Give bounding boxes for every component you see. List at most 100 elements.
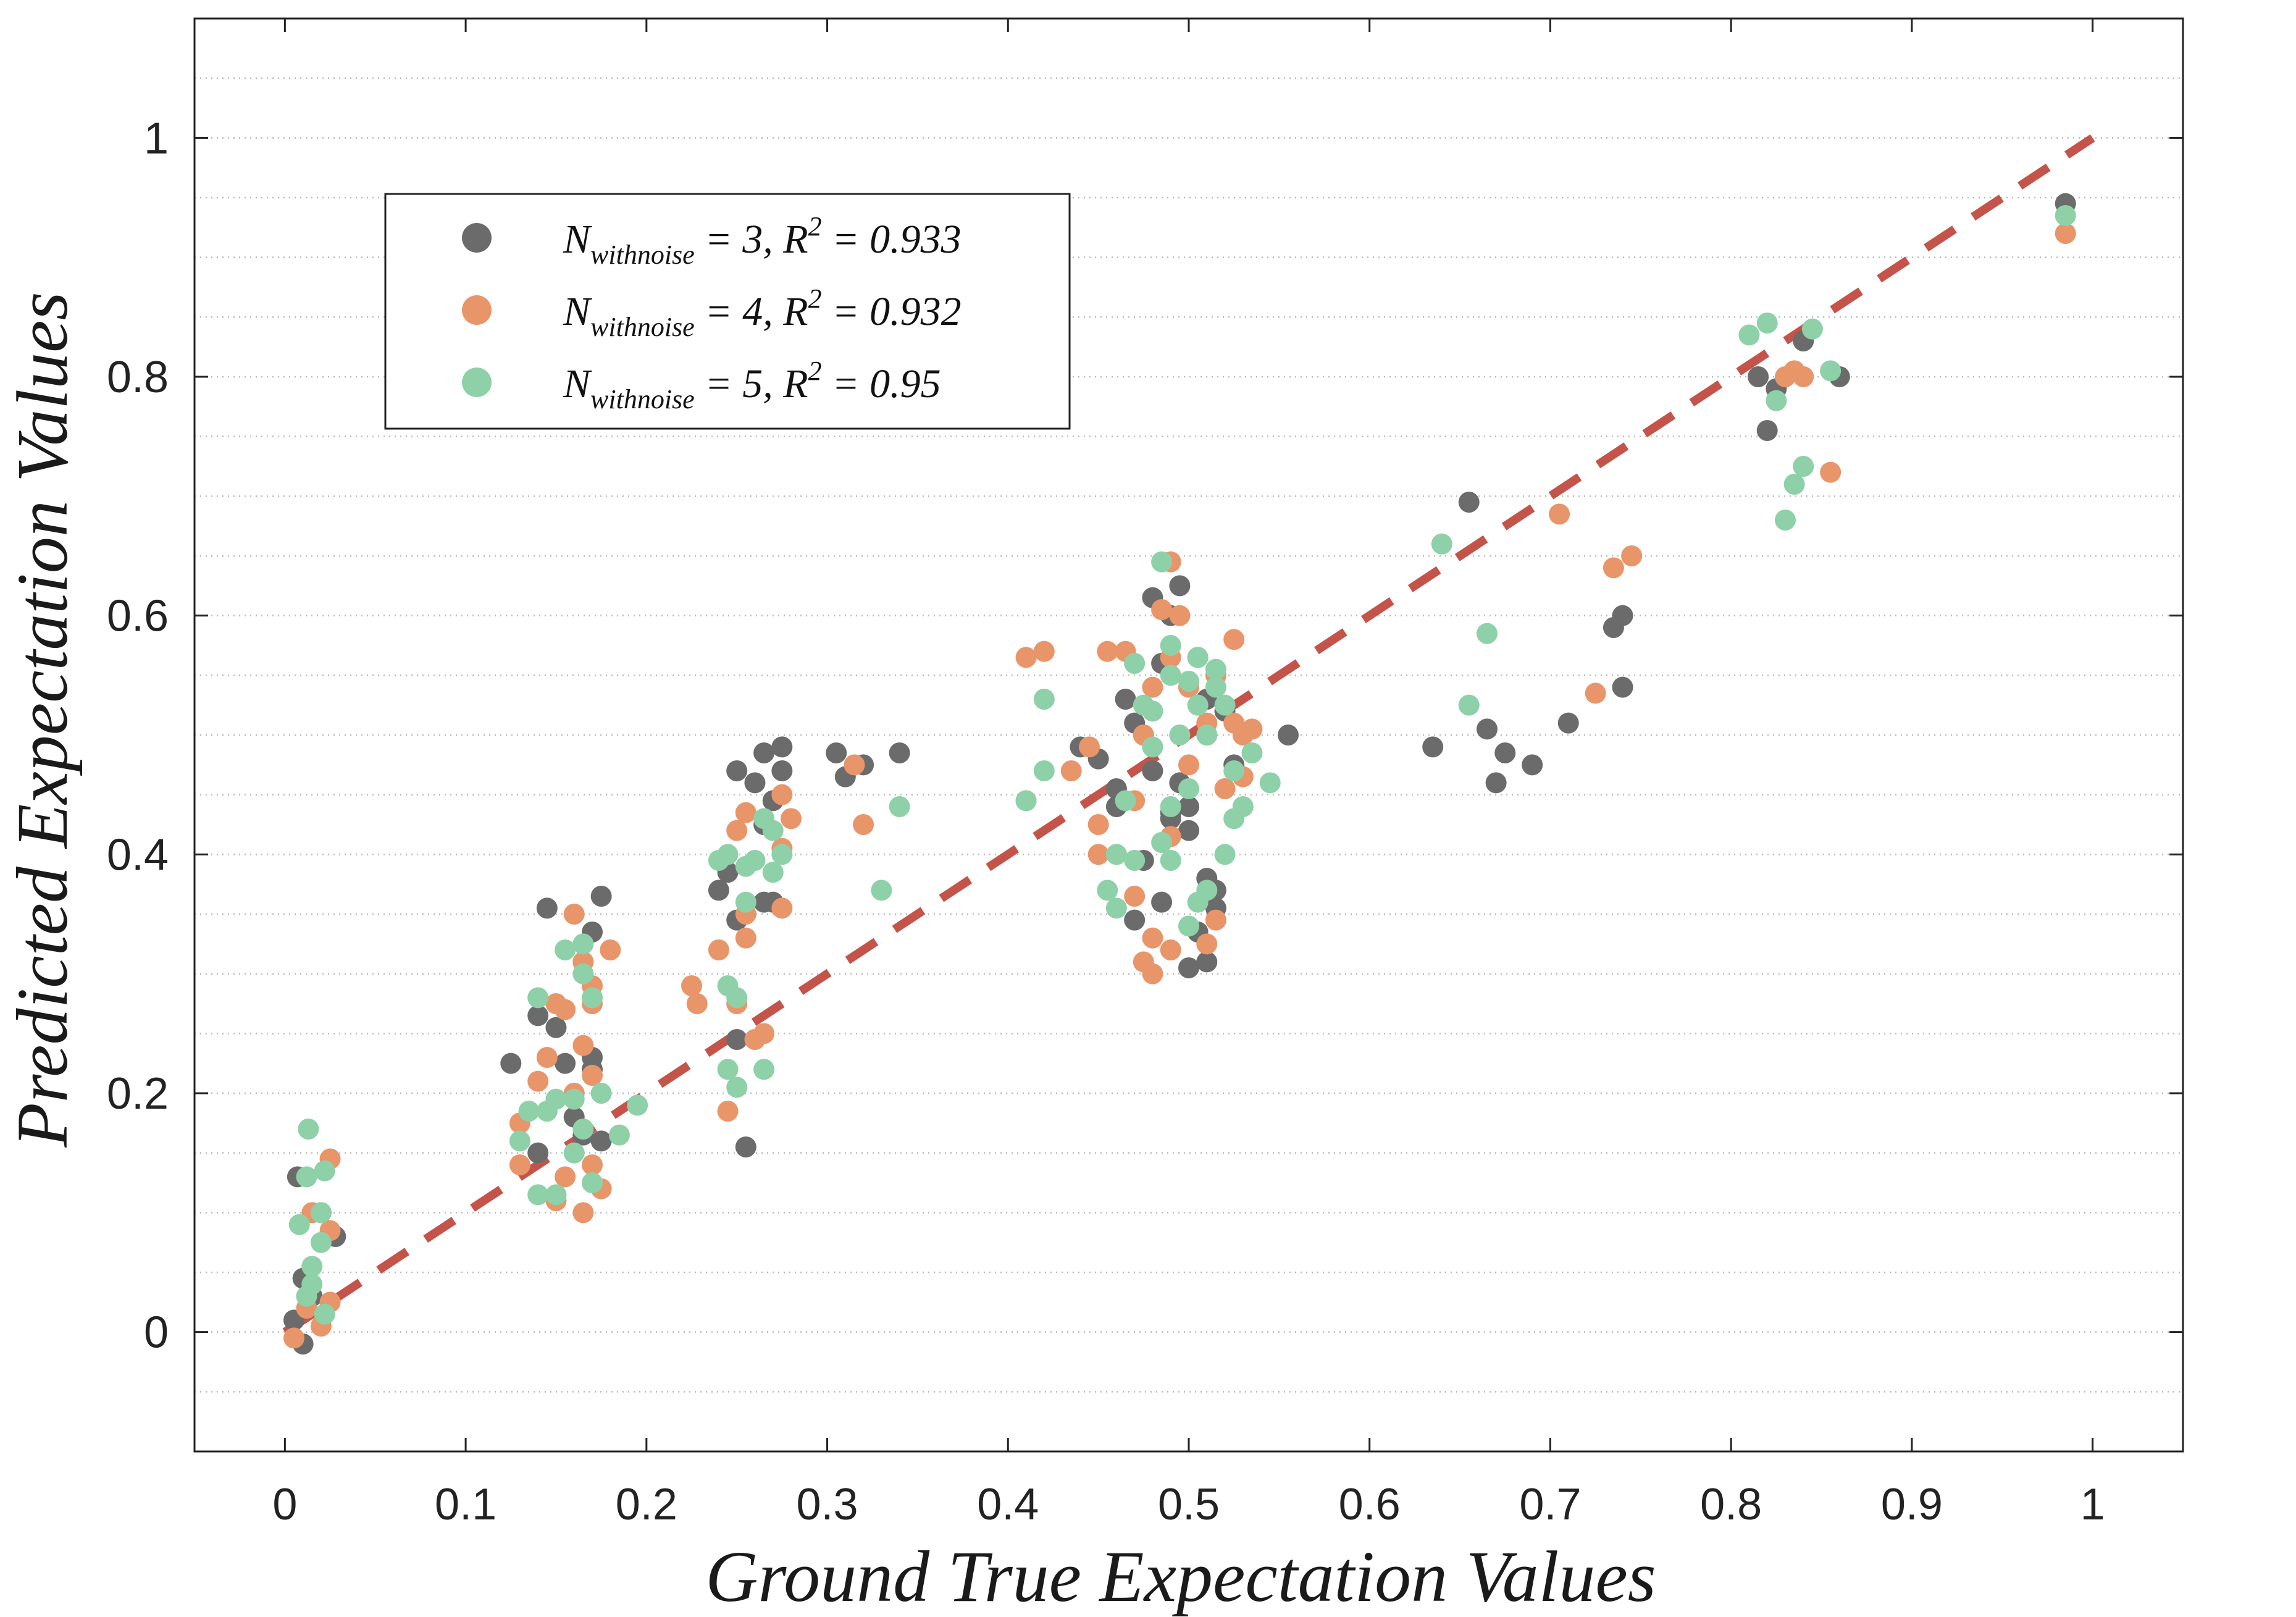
data-point-series-3: [1187, 694, 1209, 716]
data-point-series-2: [1603, 557, 1624, 579]
data-point-series-1: [536, 897, 558, 919]
legend-text-part: = 5, R: [695, 361, 808, 406]
data-point-series-1: [771, 760, 793, 781]
data-point-series-2: [1097, 640, 1118, 662]
data-point-series-2: [572, 1202, 594, 1224]
legend-text-part: withnoise: [590, 312, 695, 342]
data-point-series-1: [1178, 796, 1199, 817]
data-point-series-2: [1178, 754, 1199, 776]
data-point-series-3: [572, 963, 594, 985]
data-point-series-1: [1477, 718, 1498, 740]
data-point-series-3: [563, 1142, 585, 1164]
data-point-series-3: [298, 1119, 319, 1140]
data-point-series-2: [726, 820, 748, 841]
legend-text-part: N: [563, 361, 593, 406]
data-point-series-3: [310, 1202, 332, 1224]
data-point-series-2: [1060, 760, 1082, 781]
data-point-series-3: [1033, 760, 1055, 781]
data-points: [283, 193, 2076, 1354]
data-point-series-2: [555, 999, 576, 1020]
data-point-series-3: [563, 1088, 585, 1110]
data-point-series-1: [1142, 760, 1163, 781]
data-point-series-3: [627, 1094, 648, 1116]
x-tick-labels: 0 0.1 0.2 0.3 0.4 0.5 0.6 0.7 0.8 0.9 1: [272, 1480, 2105, 1529]
data-point-series-1: [1748, 366, 1769, 387]
data-point-series-2: [1142, 927, 1163, 949]
data-point-series-3: [1115, 790, 1136, 812]
y-tick-label: 0: [144, 1308, 169, 1358]
legend-text-part: N: [563, 289, 593, 334]
data-point-series-2: [582, 1065, 603, 1086]
data-point-series-3: [753, 1059, 775, 1080]
data-point-series-2: [600, 939, 621, 960]
data-point-series-3: [1259, 772, 1281, 794]
data-point-series-3: [1160, 796, 1181, 817]
data-point-series-1: [753, 742, 775, 763]
legend-text-part: 2: [808, 284, 822, 314]
x-tick-label: 0.1: [435, 1480, 496, 1529]
data-point-series-2: [527, 1070, 549, 1092]
y-axis-title: Predicted Expectation Values: [2, 292, 83, 1148]
x-axis-title: Ground True Expectation Values: [705, 1536, 1656, 1617]
data-point-series-3: [717, 844, 739, 865]
data-point-series-2: [1079, 736, 1100, 758]
data-point-series-1: [545, 1017, 567, 1038]
legend-label-series-3: Nwithnoise = 5, R2 = 0.95: [563, 356, 941, 414]
data-point-series-1: [1151, 891, 1173, 913]
data-point-series-3: [1241, 742, 1263, 763]
data-point-series-1: [527, 1005, 549, 1027]
data-point-series-1: [826, 742, 847, 763]
legend-text-part: = 0.933: [822, 217, 962, 262]
x-tick-label: 0.9: [1881, 1480, 1943, 1529]
data-point-series-1: [1169, 575, 1191, 597]
data-point-series-3: [590, 1083, 612, 1104]
data-point-series-3: [1160, 850, 1181, 871]
data-point-series-3: [1178, 915, 1199, 937]
data-point-series-3: [1105, 844, 1127, 865]
legend-text-part: 2: [808, 211, 822, 242]
data-point-series-1: [1557, 712, 1579, 734]
data-point-series-3: [1133, 694, 1154, 716]
data-point-series-3: [555, 939, 576, 960]
y-tick-label: 0.8: [107, 353, 169, 402]
data-point-series-3: [310, 1232, 332, 1253]
data-point-series-1: [527, 1142, 549, 1164]
data-point-series-1: [1612, 676, 1633, 698]
y-tick-label: 0.4: [107, 830, 169, 880]
data-point-series-3: [1151, 551, 1173, 573]
data-point-series-3: [572, 1119, 594, 1140]
x-tick-label: 0.7: [1519, 1480, 1581, 1529]
data-point-series-1: [1485, 772, 1507, 794]
data-point-series-3: [744, 850, 766, 871]
data-point-series-3: [871, 880, 892, 901]
data-point-series-2: [572, 1035, 594, 1056]
data-point-series-3: [296, 1166, 317, 1188]
data-point-series-3: [1820, 360, 1841, 382]
data-point-series-2: [1214, 778, 1236, 799]
data-point-series-3: [717, 1059, 739, 1080]
data-point-series-3: [1196, 724, 1218, 746]
data-point-series-3: [1033, 689, 1055, 710]
data-point-series-2: [1142, 963, 1163, 985]
data-point-series-1: [726, 760, 748, 781]
data-point-series-3: [288, 1214, 310, 1235]
legend-text-part: = 0.95: [822, 361, 941, 406]
data-point-series-2: [1033, 640, 1055, 662]
x-tick-label: 0.5: [1158, 1480, 1220, 1529]
legend-text-part: = 3, R: [695, 217, 808, 262]
data-point-series-3: [1766, 390, 1787, 411]
x-tick-label: 0.2: [616, 1480, 677, 1529]
data-point-series-1: [889, 742, 910, 763]
data-point-series-3: [726, 1077, 748, 1098]
data-point-series-2: [681, 975, 702, 996]
data-point-series-2: [753, 1023, 775, 1044]
data-point-series-3: [527, 987, 549, 1009]
data-point-series-3: [572, 933, 594, 955]
data-point-series-3: [582, 987, 603, 1009]
data-point-series-2: [1205, 909, 1226, 931]
y-tick-label: 1: [144, 114, 169, 163]
data-point-series-3: [735, 891, 756, 913]
data-point-series-3: [608, 1124, 630, 1146]
